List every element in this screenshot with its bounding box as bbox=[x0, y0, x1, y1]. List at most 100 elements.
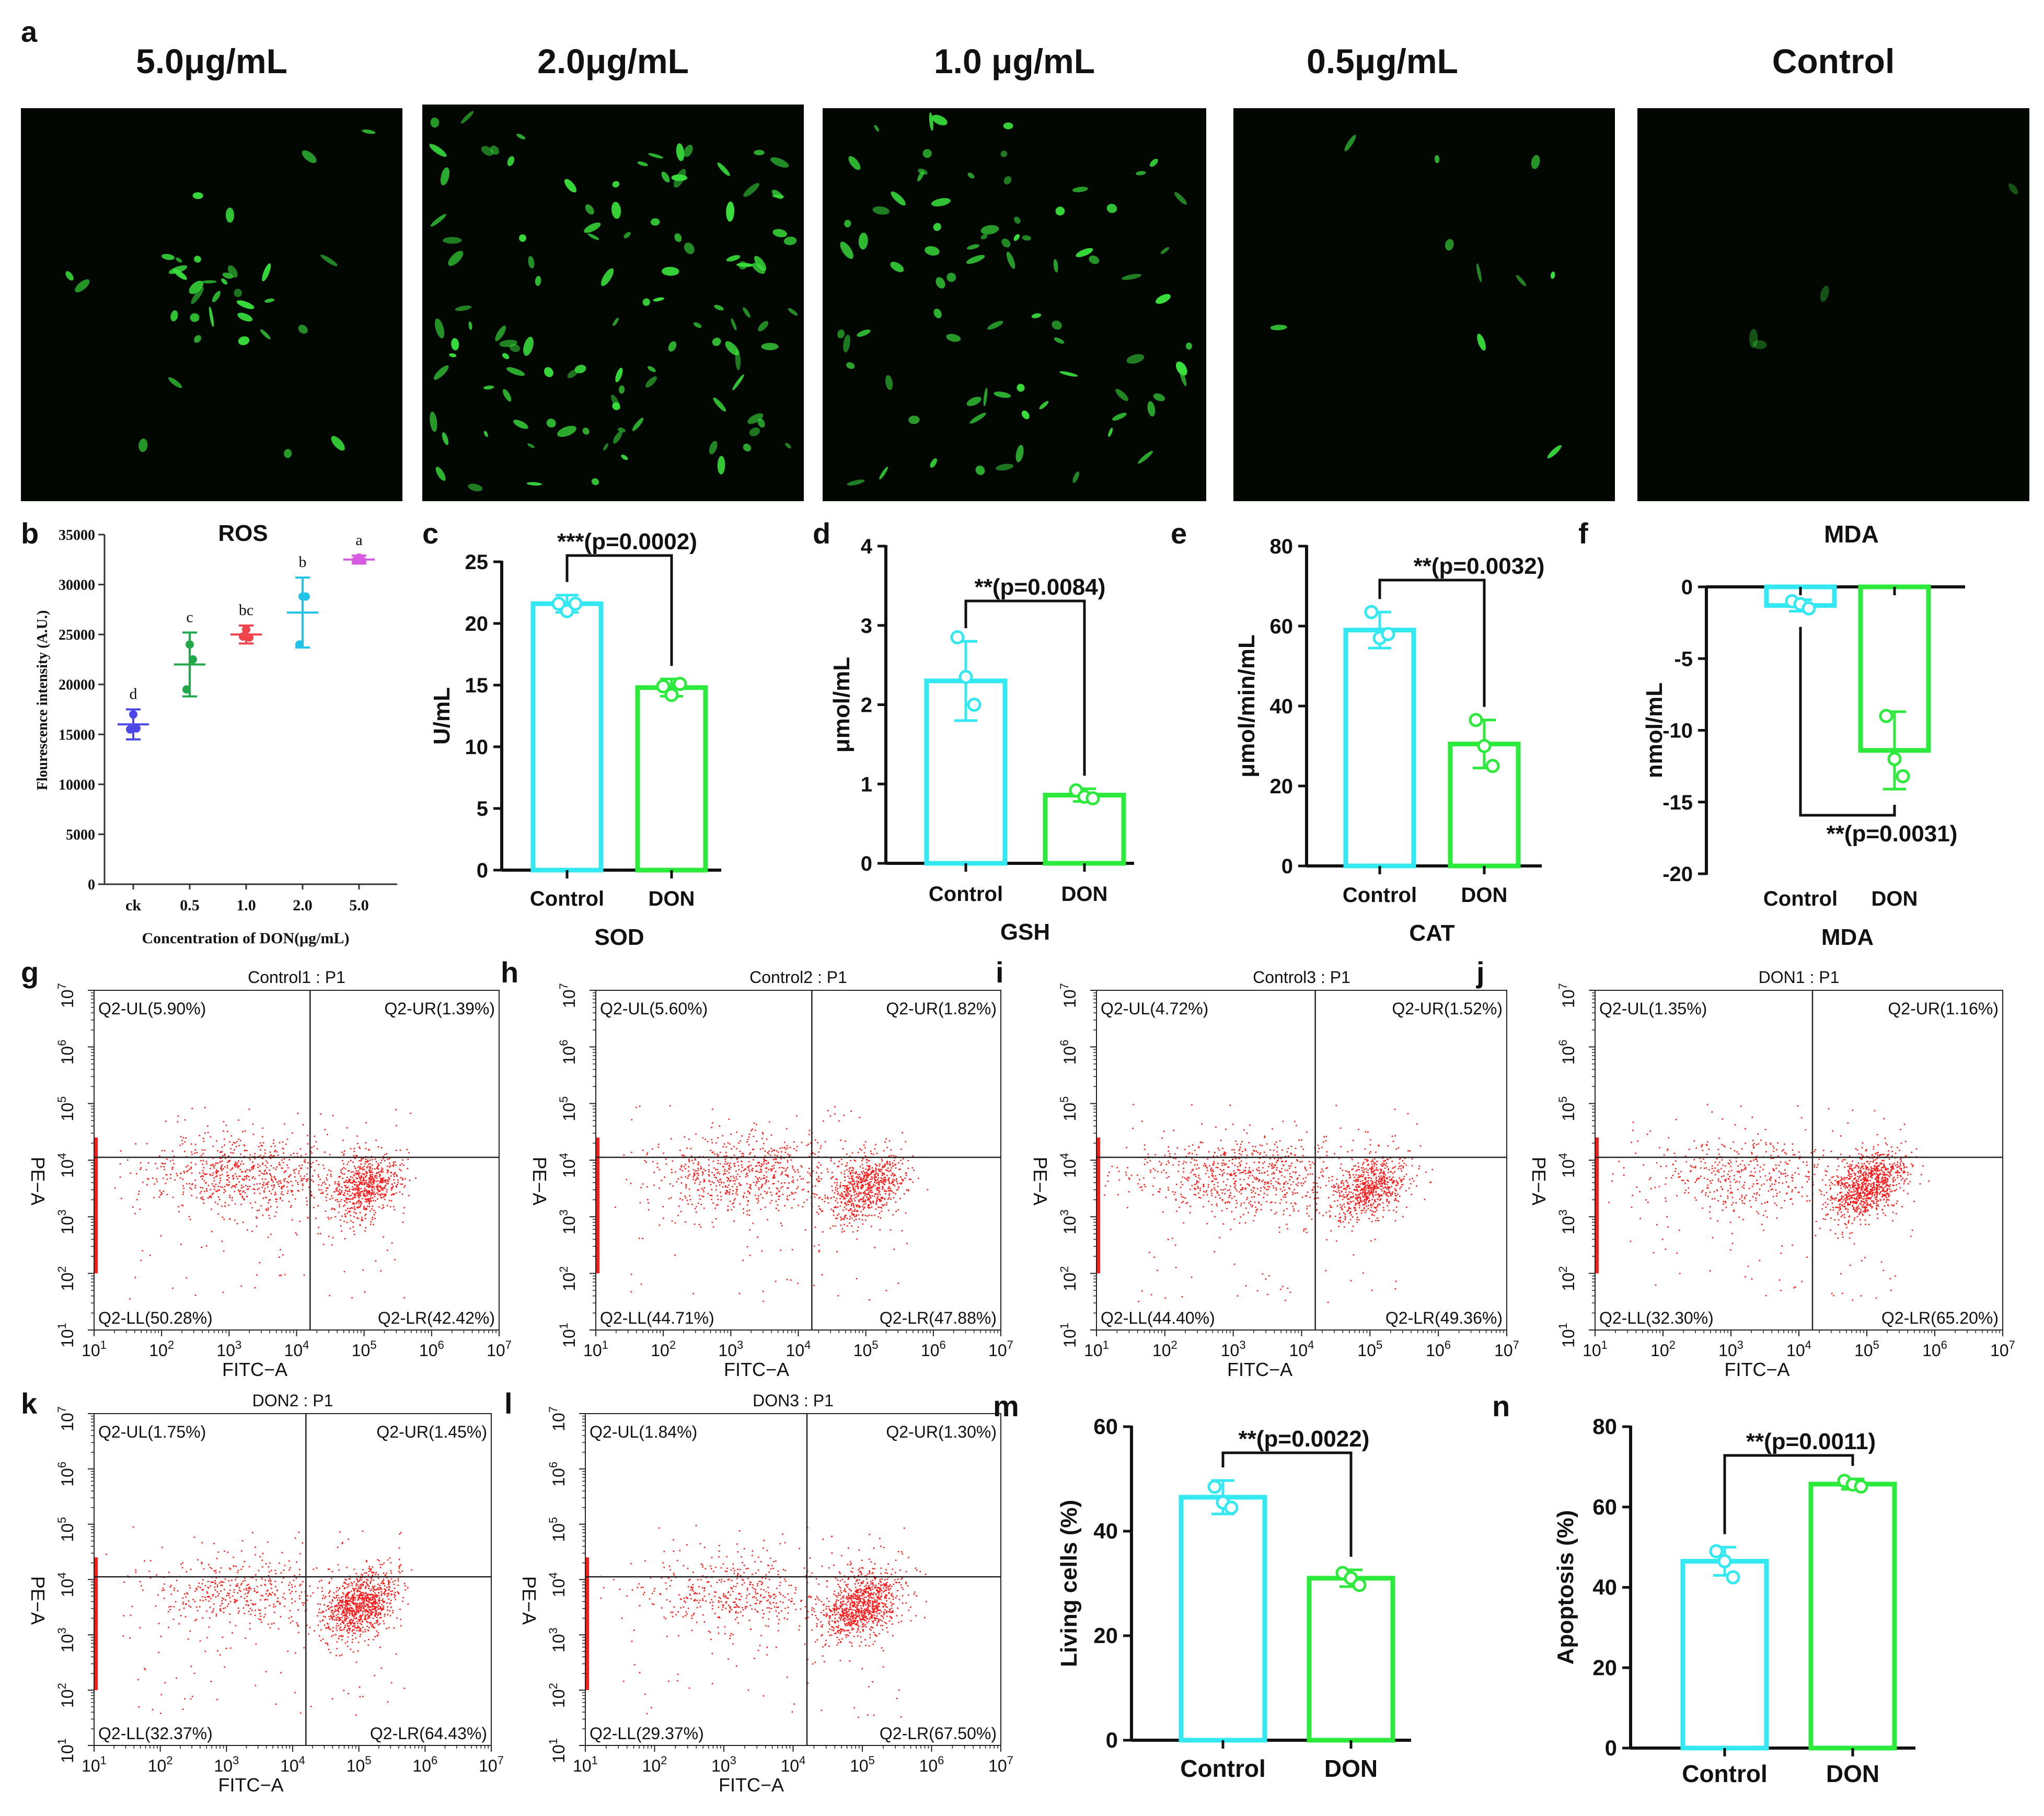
event-dot bbox=[800, 1165, 802, 1167]
event-dot bbox=[1355, 1202, 1357, 1204]
event-dot bbox=[1388, 1201, 1390, 1202]
event-dot bbox=[154, 1183, 155, 1185]
event-dot bbox=[756, 1181, 758, 1183]
event-dot bbox=[1392, 1182, 1394, 1184]
event-dot bbox=[211, 1164, 213, 1166]
event-dot bbox=[371, 1193, 373, 1195]
fluorescent-cell bbox=[662, 267, 679, 276]
event-dot bbox=[844, 1202, 846, 1205]
event-dot bbox=[390, 1200, 392, 1201]
event-dot bbox=[724, 1159, 726, 1160]
fluorescent-cell bbox=[712, 338, 721, 346]
event-dot bbox=[334, 1183, 336, 1185]
event-dot bbox=[727, 1210, 729, 1211]
event-dot bbox=[162, 1177, 164, 1179]
event-dot bbox=[775, 1200, 777, 1202]
event-dot bbox=[238, 1144, 240, 1147]
event-dot bbox=[846, 1188, 848, 1190]
event-dot bbox=[274, 1150, 276, 1151]
event-dot bbox=[346, 1176, 348, 1178]
fluorescent-cell bbox=[738, 261, 747, 270]
event-dot bbox=[281, 1191, 283, 1193]
event-dot bbox=[864, 1199, 867, 1201]
event-dot bbox=[242, 1131, 244, 1132]
event-dot bbox=[253, 1165, 255, 1167]
fluorescent-cell bbox=[429, 144, 447, 157]
event-dot bbox=[1216, 1155, 1218, 1158]
event-dot bbox=[748, 1133, 750, 1135]
event-dot bbox=[391, 1187, 393, 1189]
event-dot bbox=[390, 1165, 391, 1166]
event-dot bbox=[858, 1207, 860, 1208]
event-dot bbox=[357, 1181, 360, 1183]
event-dot bbox=[1395, 1280, 1397, 1282]
event-dot bbox=[339, 1176, 341, 1177]
event-dot bbox=[776, 1193, 777, 1195]
event-dot bbox=[244, 1199, 245, 1200]
event-dot bbox=[717, 1137, 719, 1139]
event-dot bbox=[697, 1164, 699, 1165]
event-dot bbox=[246, 1178, 247, 1179]
event-dot bbox=[210, 1196, 212, 1197]
event-dot bbox=[333, 1208, 335, 1210]
fluorescent-cell bbox=[194, 256, 201, 263]
event-dot bbox=[353, 1165, 355, 1167]
event-dot bbox=[365, 1142, 367, 1143]
event-dot bbox=[1382, 1177, 1384, 1179]
event-dot bbox=[268, 1199, 270, 1201]
event-dot bbox=[847, 1195, 849, 1197]
event-dot bbox=[1149, 1252, 1150, 1253]
event-dot bbox=[1419, 1145, 1422, 1147]
event-dot bbox=[748, 1193, 750, 1195]
event-dot bbox=[325, 1210, 326, 1212]
event-dot bbox=[1281, 1175, 1283, 1177]
event-dot bbox=[202, 1172, 204, 1174]
event-dot bbox=[885, 1179, 887, 1181]
event-dot bbox=[215, 1173, 217, 1175]
event-dot bbox=[856, 1214, 857, 1216]
fluorescent-cell bbox=[190, 313, 200, 322]
data-point bbox=[560, 604, 574, 618]
event-dot bbox=[346, 1199, 348, 1200]
fluorescent-cell bbox=[435, 318, 445, 339]
event-dot bbox=[881, 1210, 883, 1212]
event-dot bbox=[883, 1173, 885, 1174]
event-dot bbox=[837, 1193, 839, 1195]
event-dot bbox=[1181, 1196, 1183, 1198]
event-dot bbox=[295, 1169, 297, 1170]
event-dot bbox=[812, 1185, 814, 1187]
event-dot bbox=[1399, 1195, 1401, 1197]
event-dot bbox=[1261, 1172, 1263, 1174]
event-dot bbox=[1177, 1171, 1179, 1172]
event-dot bbox=[1196, 1168, 1198, 1170]
event-dot bbox=[361, 1220, 363, 1221]
event-dot bbox=[1272, 1154, 1274, 1156]
event-dot bbox=[296, 1153, 298, 1154]
event-dot bbox=[1174, 1244, 1176, 1246]
event-dot bbox=[1377, 1204, 1379, 1206]
event-dot bbox=[1371, 1182, 1373, 1183]
event-dot bbox=[1308, 1215, 1310, 1217]
event-dot bbox=[1418, 1168, 1420, 1170]
event-dot bbox=[325, 1190, 327, 1192]
event-dot bbox=[166, 1194, 168, 1196]
event-dot bbox=[334, 1216, 337, 1218]
event-dot bbox=[344, 1182, 346, 1183]
event-dot bbox=[910, 1178, 911, 1181]
event-dot bbox=[210, 1136, 212, 1138]
event-dot bbox=[1394, 1188, 1396, 1190]
event-dot bbox=[344, 1192, 345, 1194]
event-dot bbox=[863, 1181, 865, 1183]
event-dot bbox=[403, 1207, 405, 1209]
event-dot bbox=[1363, 1208, 1365, 1210]
event-dot bbox=[1424, 1198, 1426, 1200]
event-dot bbox=[356, 1206, 358, 1208]
event-dot bbox=[864, 1200, 867, 1202]
event-dot bbox=[849, 1168, 850, 1170]
event-dot bbox=[357, 1142, 359, 1144]
event-dot bbox=[375, 1211, 376, 1213]
event-dot bbox=[386, 1189, 388, 1190]
event-dot bbox=[892, 1162, 894, 1164]
fluorescent-cell bbox=[557, 425, 576, 437]
event-dot bbox=[716, 1172, 718, 1174]
